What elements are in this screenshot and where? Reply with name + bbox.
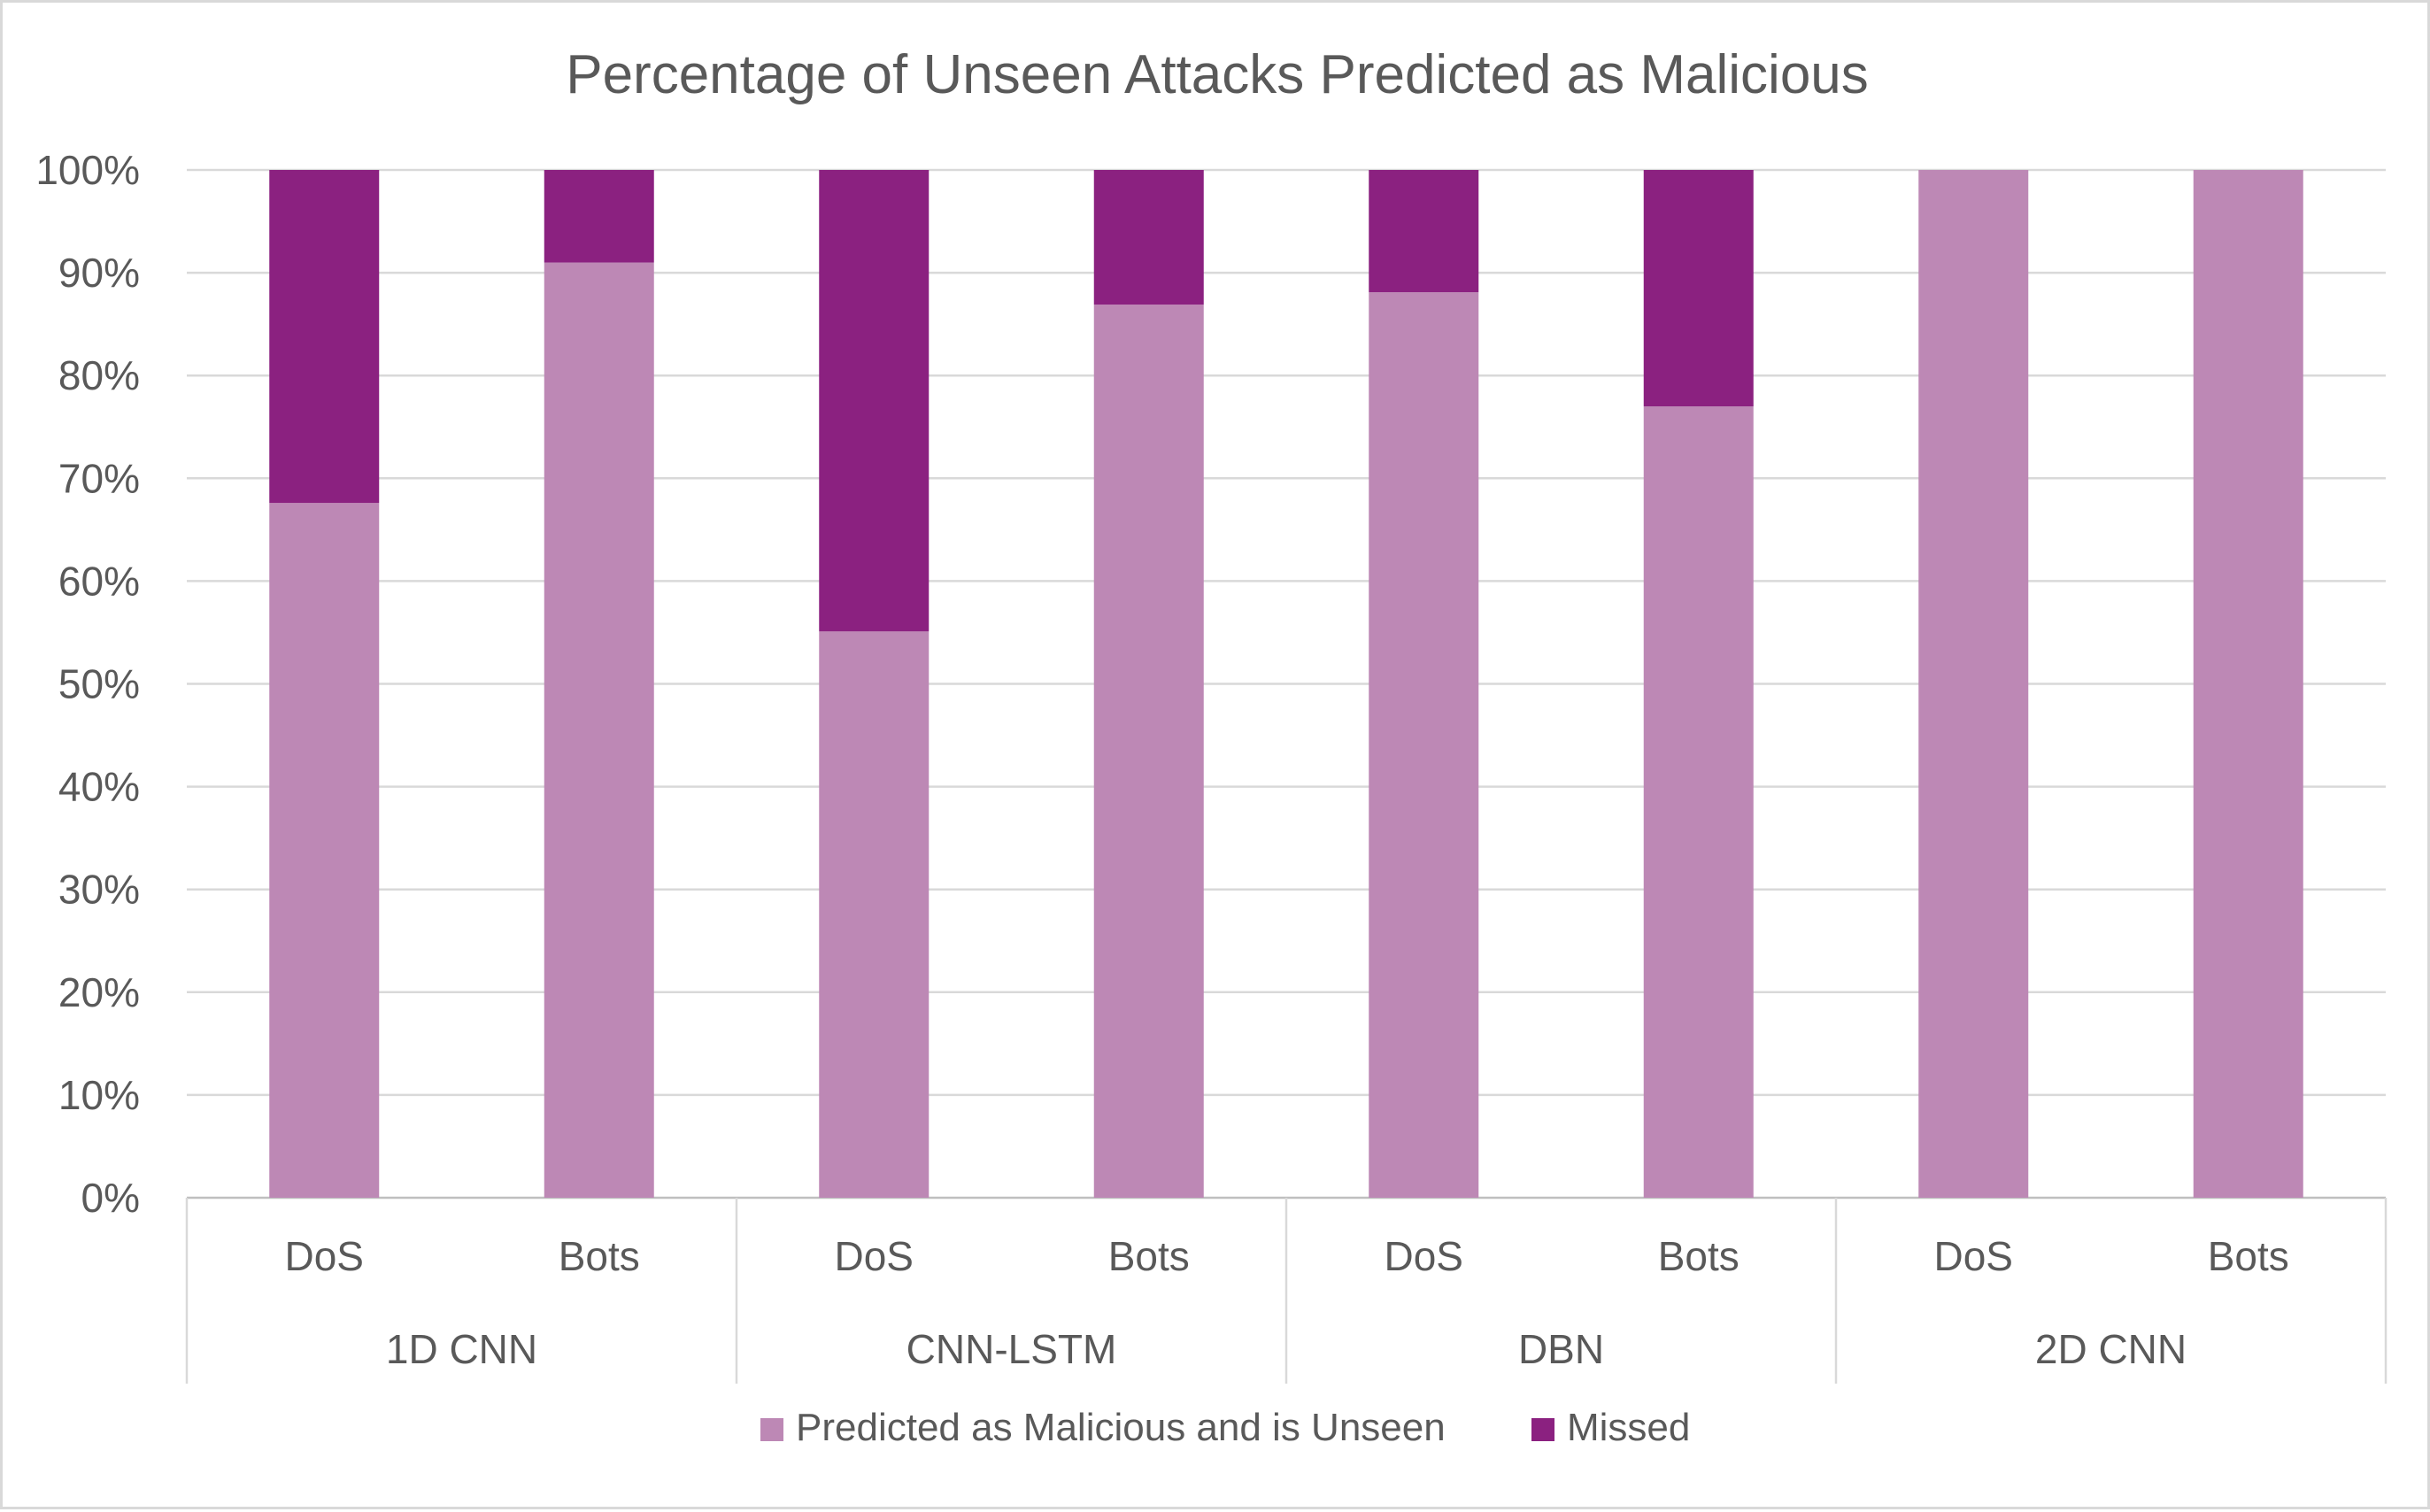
legend-label: Predicted as Malicious and is Unseen	[796, 1406, 1446, 1449]
legend-swatch	[760, 1418, 783, 1441]
x-group-label: DBN	[1518, 1326, 1604, 1372]
bar-predicted-segment	[1918, 170, 2029, 1198]
x-group-label: 1D CNN	[386, 1326, 537, 1372]
y-tick-label: 80%	[58, 352, 140, 398]
y-tick-label: 40%	[58, 764, 140, 810]
bar-missed-segment	[819, 170, 930, 632]
x-category-label: Bots	[2208, 1233, 2289, 1279]
x-category-label: DoS	[285, 1233, 364, 1279]
x-category-label: Bots	[1658, 1233, 1740, 1279]
x-category-label: Bots	[1108, 1233, 1190, 1279]
bar-missed-segment	[269, 170, 380, 504]
bar-predicted-segment	[1093, 305, 1204, 1198]
y-tick-label: 90%	[58, 250, 140, 296]
y-tick-label: 70%	[58, 455, 140, 501]
bar-predicted-segment	[544, 262, 654, 1198]
y-tick-label: 10%	[58, 1072, 140, 1118]
bar-predicted-segment	[269, 503, 380, 1198]
x-group-label: 2D CNN	[2035, 1326, 2187, 1372]
x-group-label: CNN-LSTM	[906, 1326, 1117, 1372]
legend: Predicted as Malicious and is Unseen Miss…	[760, 1406, 1690, 1449]
bar-predicted-segment	[1643, 406, 1754, 1198]
y-tick-label: 30%	[58, 867, 140, 913]
x-category-label: DoS	[1934, 1233, 2013, 1279]
legend-swatch	[1531, 1418, 1554, 1441]
y-tick-label: 50%	[58, 661, 140, 707]
bar-predicted-segment	[819, 631, 930, 1198]
y-tick-label: 20%	[58, 969, 140, 1015]
chart-svg: Percentage of Unseen Attacks Predicted a…	[35, 44, 2388, 1449]
x-category-label: DoS	[1385, 1233, 1463, 1279]
bar-missed-segment	[1643, 170, 1754, 407]
x-category-label: DoS	[835, 1233, 914, 1279]
bar-predicted-segment	[2193, 170, 2303, 1198]
x-axis: DoS Bots DoS Bots DoS Bots DoS Bots 1D CNN CNN-LS…	[185, 1198, 2388, 1384]
y-axis-tick-labels: 0% 10% 20% 30% 40% 50% 60% 70% 80% 90% 100%	[35, 147, 140, 1221]
chart-title: Percentage of Unseen Attacks Predicted a…	[566, 44, 1869, 105]
bar-predicted-segment	[1369, 292, 1479, 1198]
gridlines	[187, 168, 2386, 1200]
y-tick-label: 60%	[58, 558, 140, 604]
bar-missed-segment	[1369, 170, 1479, 293]
x-category-label: Bots	[559, 1233, 640, 1279]
legend-label: Missed	[1567, 1406, 1690, 1449]
y-tick-label: 100%	[35, 147, 140, 193]
y-tick-label: 0%	[81, 1175, 140, 1221]
bars	[269, 170, 2303, 1198]
bar-missed-segment	[1093, 170, 1204, 305]
bar-missed-segment	[544, 170, 654, 263]
